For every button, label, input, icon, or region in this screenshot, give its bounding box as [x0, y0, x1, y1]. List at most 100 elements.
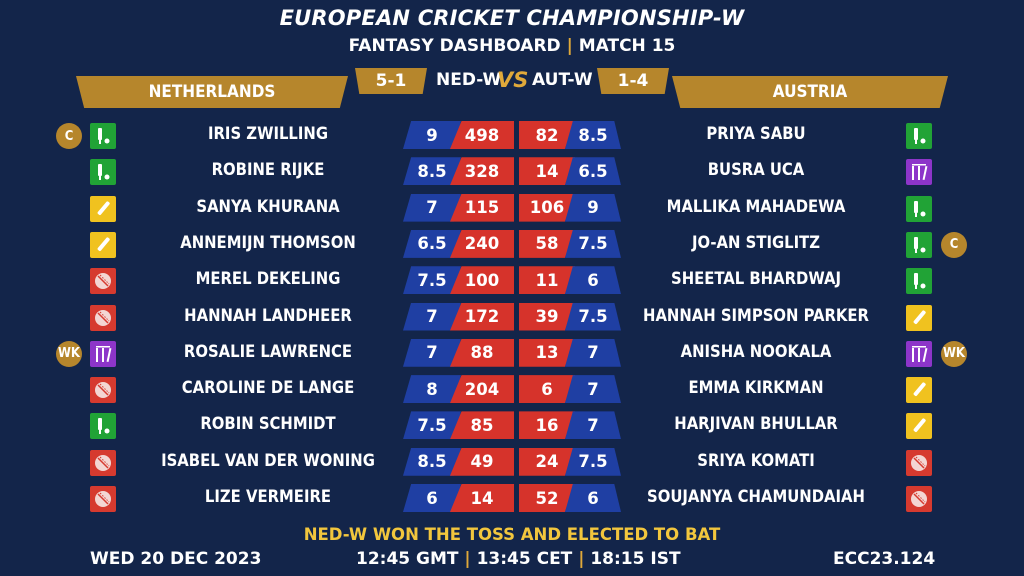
right-player-credit: 7 — [565, 411, 621, 440]
time-cet: 13:45 CET — [476, 549, 573, 569]
right-player-credit: 6 — [565, 266, 621, 295]
ball-icon — [90, 268, 116, 295]
left-player-points: 100 — [450, 266, 514, 295]
left-player-points: 14 — [450, 484, 514, 512]
batter-icon — [90, 123, 116, 149]
right-player-name: SOUJANYA CHAMUNDAIAH — [647, 487, 865, 506]
table-row: SANYA KHURANA 7 115 106 9 MALLIKA MAHADEWA — [0, 190, 1024, 226]
right-player-points: 52 — [519, 484, 575, 512]
right-player-points: 6 — [519, 375, 575, 404]
right-player-credit: 7.5 — [565, 229, 621, 258]
allrounder-bat-icon — [906, 304, 932, 331]
subtitle-separator: | — [566, 36, 573, 56]
batter-icon — [906, 195, 932, 222]
right-player-credit: 9 — [565, 193, 621, 222]
left-player-badge: WK — [56, 340, 82, 367]
left-player-credit: 6 — [403, 484, 461, 512]
left-player-points: 172 — [450, 302, 514, 331]
page-title: EUROPEAN CRICKET CHAMPIONSHIP-W — [279, 6, 745, 30]
team-right-banner: AUSTRIA — [672, 76, 948, 108]
team-left-code: NED-W — [436, 70, 502, 90]
time-gmt: 12:45 GMT — [356, 549, 459, 569]
right-player-name: EMMA KIRKMAN — [688, 378, 824, 398]
left-player-name: HANNAH LANDHEER — [184, 305, 352, 325]
ball-icon — [906, 449, 932, 476]
right-player-points: 106 — [519, 193, 575, 222]
left-player-credit: 7 — [403, 193, 461, 222]
allrounder-bat-icon — [90, 231, 116, 258]
match-times: 12:45 GMT | 13:45 CET | 18:15 IST — [356, 549, 681, 569]
left-player-credit: 8.5 — [403, 157, 461, 186]
ball-icon — [90, 486, 116, 512]
left-player-credit: 8 — [403, 375, 461, 404]
left-player-points: 88 — [450, 338, 514, 367]
wicket-stumps-icon — [906, 159, 932, 186]
right-player-points: 82 — [519, 121, 575, 149]
allrounder-bat-icon — [906, 413, 932, 440]
page-subtitle: FANTASY DASHBOARD | MATCH 15 — [0, 36, 1024, 56]
team-left-banner: NETHERLANDS — [76, 76, 348, 108]
batter-icon — [90, 159, 116, 186]
right-player-credit: 6 — [565, 484, 621, 512]
table-row: ROBINE RIJKE 8.5 328 14 6.5 BUSRA UCA — [0, 153, 1024, 189]
batter-icon — [906, 123, 932, 149]
left-player-credit: 7.5 — [403, 411, 461, 440]
right-player-name: HANNAH SIMPSON PARKER — [643, 305, 869, 325]
right-player-points: 16 — [519, 411, 575, 440]
ball-icon — [90, 304, 116, 331]
right-player-points: 13 — [519, 338, 575, 367]
left-player-credit: 7.5 — [403, 266, 461, 295]
team-left-record: 5-1 — [355, 68, 427, 94]
left-player-credit: 6.5 — [403, 229, 461, 258]
table-row: MEREL DEKELING 7.5 100 11 6 SHEETAL BHARDWAJ — [0, 262, 1024, 298]
left-player-credit: 8.5 — [403, 447, 461, 476]
match-code: ECC23.124 — [833, 549, 936, 569]
right-player-badge: C — [941, 231, 967, 258]
right-player-points: 58 — [519, 229, 575, 258]
table-row: WK ROSALIE LAWRENCE 7 88 13 7 ANISHA NOOKALA WK — [0, 335, 1024, 371]
right-player-credit: 7.5 — [565, 447, 621, 476]
right-player-name: MALLIKA MAHADEWA — [666, 196, 846, 216]
left-player-name: MEREL DEKELING — [195, 269, 341, 289]
left-player-badge: C — [56, 123, 82, 149]
left-player-points: 49 — [450, 447, 514, 476]
table-row: ISABEL VAN DER WONING 8.5 49 24 7.5 SRIYA KOM… — [0, 444, 1024, 480]
left-player-name: ROBIN SCHMIDT — [200, 414, 336, 434]
batter-icon — [906, 231, 932, 258]
right-player-points: 14 — [519, 157, 575, 186]
batter-icon — [906, 268, 932, 295]
table-row: ANNEMIJN THOMSON 6.5 240 58 7.5 JO-AN STIGLIT… — [0, 226, 1024, 262]
team-right-record: 1-4 — [597, 68, 669, 94]
table-row: LIZE VERMEIRE 6 14 52 6 SOUJANYA CHAMUNDAIAH — [0, 480, 1024, 516]
left-player-points: 498 — [450, 121, 514, 149]
wicket-stumps-icon — [906, 340, 932, 367]
left-player-points: 85 — [450, 411, 514, 440]
right-player-name: BUSRA UCA — [707, 160, 805, 180]
time-ist: 18:15 IST — [590, 549, 681, 569]
left-player-name: SANYA KHURANA — [196, 196, 340, 216]
allrounder-bat-icon — [90, 195, 116, 222]
subtitle-match: MATCH 15 — [578, 36, 676, 56]
left-player-name: ISABEL VAN DER WONING — [161, 450, 375, 470]
table-row: CAROLINE DE LANGE 8 204 6 7 EMMA KIRKMAN — [0, 371, 1024, 407]
table-row: C IRIS ZWILLING 9 498 82 8.5 PRIYA SABU — [0, 117, 1024, 153]
left-player-points: 115 — [450, 193, 514, 222]
vs-icon: VS — [497, 68, 529, 92]
right-player-name: SRIYA KOMATI — [697, 450, 815, 470]
left-player-points: 240 — [450, 229, 514, 258]
allrounder-bat-icon — [906, 377, 932, 404]
left-player-name: CAROLINE DE LANGE — [181, 378, 355, 398]
right-player-name: SHEETAL BHARDWAJ — [671, 269, 841, 289]
right-player-credit: 7 — [565, 338, 621, 367]
right-player-credit: 7 — [565, 375, 621, 404]
ball-icon — [906, 486, 932, 512]
left-player-credit: 7 — [403, 338, 461, 367]
right-player-credit: 7.5 — [565, 302, 621, 331]
batter-icon — [90, 413, 116, 440]
subtitle-dashboard: FANTASY DASHBOARD — [348, 36, 561, 56]
left-player-credit: 9 — [403, 121, 461, 149]
right-player-credit: 8.5 — [565, 121, 621, 149]
left-player-credit: 7 — [403, 302, 461, 331]
left-player-name: ROBINE RIJKE — [211, 160, 325, 180]
left-player-points: 204 — [450, 375, 514, 404]
